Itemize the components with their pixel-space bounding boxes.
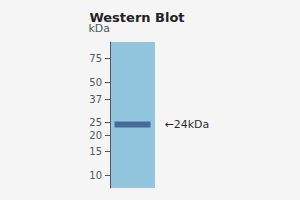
svg-text:50: 50 <box>89 77 102 88</box>
svg-text:10: 10 <box>89 170 102 181</box>
svg-text:37: 37 <box>89 94 102 105</box>
svg-text:75: 75 <box>89 53 102 64</box>
svg-text:Western Blot: Western Blot <box>89 10 184 25</box>
svg-text:←24kDa: ←24kDa <box>165 118 210 131</box>
svg-text:15: 15 <box>89 146 102 157</box>
svg-text:25: 25 <box>89 117 102 128</box>
svg-text:kDa: kDa <box>88 22 110 35</box>
svg-text:20: 20 <box>89 130 102 141</box>
